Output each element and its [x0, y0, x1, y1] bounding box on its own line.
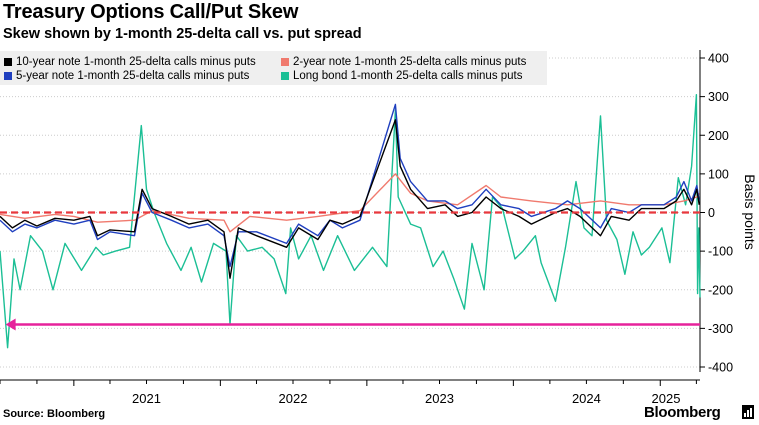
legend-label-five-year: 5-year note 1-month 25-delta calls minus…	[16, 70, 250, 82]
legend: 10-year note 1-month 25-delta calls minu…	[0, 51, 547, 85]
source-note: Source: Bloomberg	[3, 408, 106, 420]
x-tick-label: 2025	[652, 391, 681, 406]
chart-subtitle: Skew shown by 1-month 25-delta call vs. …	[3, 26, 362, 42]
x-tick-label: 2022	[279, 391, 308, 406]
y-tick-label: -400	[708, 361, 733, 375]
legend-label-two-year: 2-year note 1-month 25-delta calls minus…	[293, 56, 527, 68]
legend-item-two-year: 2-year note 1-month 25-delta calls minus…	[281, 55, 526, 69]
y-tick-label: -100	[708, 245, 733, 259]
legend-swatch-five-year	[4, 71, 12, 80]
ten-year-line	[0, 119, 700, 279]
y-tick-label: 100	[708, 167, 729, 181]
legend-label-long-bond: Long bond 1-month 25-delta calls minus p…	[293, 70, 523, 82]
legend-swatch-two-year	[281, 57, 289, 66]
legend-swatch-ten-year	[4, 57, 12, 66]
legend-item-long-bond: Long bond 1-month 25-delta calls minus p…	[281, 69, 523, 83]
x-tick-label: 2021	[132, 391, 161, 406]
arrow-head	[5, 318, 16, 331]
chart-title: Treasury Options Call/Put Skew	[3, 1, 299, 23]
x-axis: 2021 2022 2023 2024 2025	[0, 379, 700, 406]
bloomberg-logo: Bloomberg	[644, 404, 721, 421]
y-tick-label: 400	[708, 52, 729, 66]
legend-item-five-year: 5-year note 1-month 25-delta calls minus…	[4, 69, 249, 83]
legend-item-ten-year: 10-year note 1-month 25-delta calls minu…	[4, 55, 256, 69]
y-tick-label: -200	[708, 283, 733, 297]
legend-swatch-long-bond	[281, 71, 289, 80]
two-year-line	[0, 173, 700, 233]
five-year-line	[0, 103, 700, 268]
y-tick-label: -300	[708, 322, 733, 336]
y-tick-label: 0	[708, 206, 715, 220]
y-tick-label: 200	[708, 129, 729, 143]
y-tick-label: 300	[708, 90, 729, 104]
series-lines	[0, 94, 701, 349]
y-axis: 400 300 200 100 0 -100 -200 -300 -400	[699, 50, 733, 375]
legend-label-ten-year: 10-year note 1-month 25-delta calls minu…	[16, 56, 256, 68]
y-axis-label: Basis points	[742, 174, 758, 249]
annotation-arrow	[5, 318, 700, 331]
x-tick-label: 2023	[425, 391, 454, 406]
bloomberg-terminal-icon	[742, 405, 754, 419]
x-tick-label: 2024	[572, 391, 601, 406]
